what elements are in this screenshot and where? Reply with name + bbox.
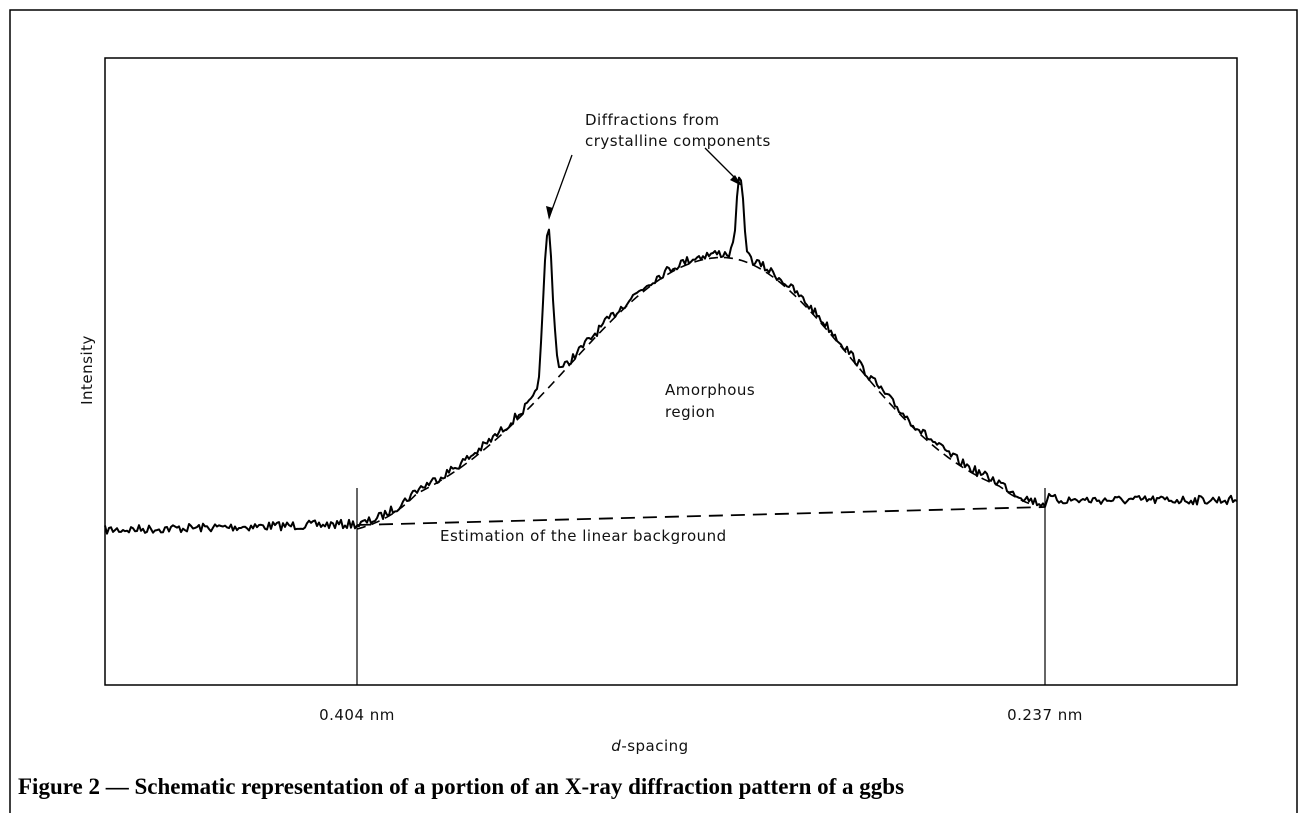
arrow: [548, 154, 573, 219]
x-tick-label: 0.404 nm: [319, 706, 395, 724]
annotation: region: [665, 403, 715, 421]
y-axis-label: Intensity: [78, 335, 96, 405]
arrowhead: [730, 175, 742, 186]
x-axis-text: -spacing: [621, 737, 688, 755]
x-axis-label: d-spacing: [611, 737, 688, 755]
annotation: Amorphous: [665, 381, 755, 399]
arrowhead: [546, 206, 553, 220]
annotation: Diffractions from: [585, 111, 720, 129]
diffraction-curve: [104, 176, 1238, 535]
frame: [9, 9, 1298, 813]
linear-background: [356, 506, 1046, 526]
annotation: crystalline components: [585, 132, 771, 150]
caption: Figure 2 — Schematic representation of a…: [18, 774, 904, 799]
x-axis-symbol: d: [611, 737, 621, 755]
annotation: Estimation of the linear background: [440, 527, 727, 545]
x-tick-label: 0.237 nm: [1007, 706, 1083, 724]
plot-box: [104, 57, 1238, 686]
